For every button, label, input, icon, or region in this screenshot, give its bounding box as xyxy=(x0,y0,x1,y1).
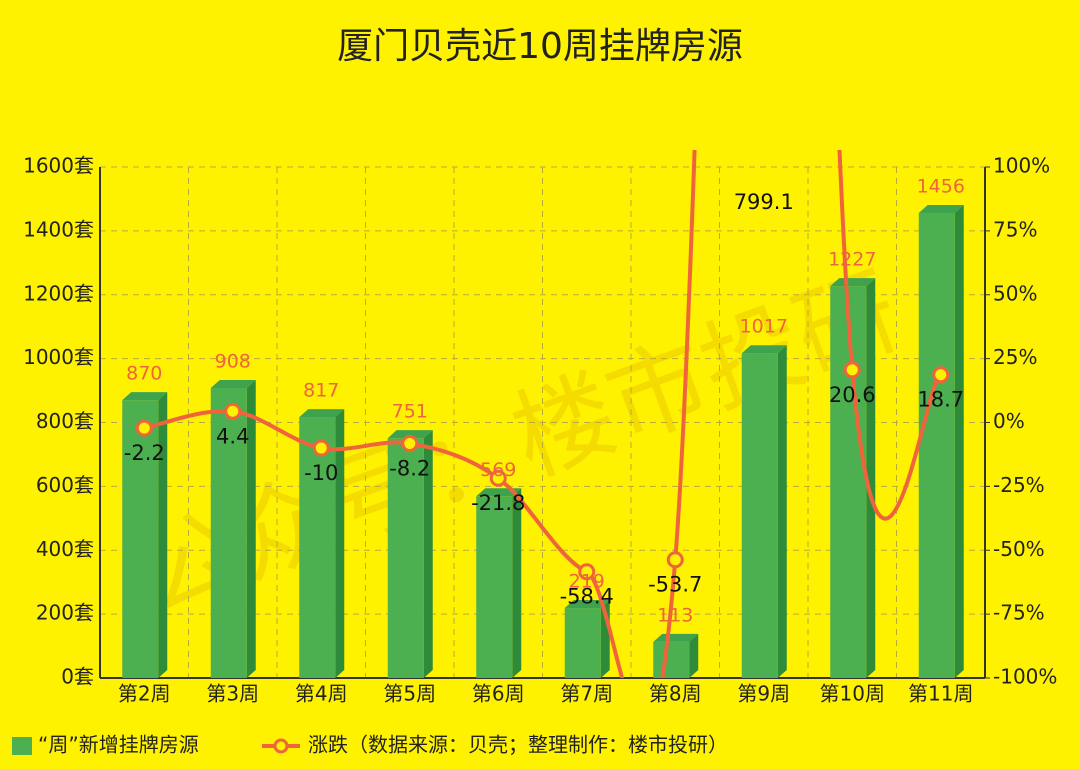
y2-tick-label: 100% xyxy=(993,154,1050,178)
y-tick-label: 400套 xyxy=(36,537,94,561)
line-point xyxy=(312,439,330,457)
line-value-label: 20.6 xyxy=(829,383,876,407)
line-point xyxy=(932,366,950,384)
bar xyxy=(476,496,513,678)
bar-top xyxy=(653,633,699,642)
bar-value-label: 1227 xyxy=(828,249,876,271)
bar-side xyxy=(954,204,964,679)
x-tick-label: 第7周 xyxy=(560,682,613,706)
bar-top xyxy=(564,600,610,609)
line-point xyxy=(401,434,419,452)
labels: 870 908 817 751 569 219 113 1017 1227 1456 -2.2 4.4… xyxy=(12,175,965,757)
legend-swatch xyxy=(12,737,32,755)
bar-top xyxy=(741,345,787,354)
legend-label: “周”新增挂牌房源 xyxy=(38,733,199,757)
bar-side xyxy=(158,392,168,678)
bar-value-label: 1017 xyxy=(740,316,788,338)
bar-side xyxy=(777,345,787,678)
y-tick-label: 1400套 xyxy=(23,217,94,241)
bar-top xyxy=(122,392,168,401)
y2-tick-label: 25% xyxy=(993,345,1037,369)
line-layer xyxy=(135,150,950,678)
bar xyxy=(741,353,778,678)
bar-side xyxy=(335,409,345,678)
bar xyxy=(830,286,867,678)
bar xyxy=(564,608,601,678)
x-tick-label: 第11周 xyxy=(908,682,973,706)
chart-title: 厦门贝壳近10周挂牌房源 xyxy=(337,26,743,67)
y-tick-label: 1200套 xyxy=(23,281,94,305)
x-tick-label: 第8周 xyxy=(649,682,702,706)
line-value-label: -2.2 xyxy=(124,441,165,465)
line-value-label: -8.2 xyxy=(389,456,430,480)
bar-side xyxy=(689,633,699,678)
bars xyxy=(122,204,964,679)
legend-label: 涨跌（数据来源：贝壳；整理制作：楼市投研） xyxy=(308,733,728,757)
bar-value-label: 870 xyxy=(126,363,162,385)
bar-side xyxy=(246,380,256,678)
line-value-label: -21.8 xyxy=(471,491,525,515)
line-point xyxy=(135,419,153,437)
bar-value-label: 817 xyxy=(303,380,339,402)
bar-top xyxy=(299,409,345,418)
x-tick-label: 第2周 xyxy=(118,682,171,706)
line-value-label: 18.7 xyxy=(917,388,964,412)
y2-tick-label: 50% xyxy=(993,281,1037,305)
bar xyxy=(122,400,159,678)
y2-tick-label: -75% xyxy=(993,601,1045,625)
x-tick-label: 第10周 xyxy=(820,682,885,706)
y-tick-label: 0套 xyxy=(61,665,94,689)
bar-side xyxy=(866,278,876,678)
bar xyxy=(387,438,424,678)
bar-value-label: 219 xyxy=(569,571,605,593)
bar-top xyxy=(918,204,964,213)
bar-value-label: 1456 xyxy=(917,175,965,197)
line-point xyxy=(224,402,242,420)
bar-top xyxy=(387,430,433,439)
bar-side xyxy=(423,430,433,678)
bar-side xyxy=(512,488,522,678)
bar-value-label: 113 xyxy=(657,604,693,626)
x-tick-label: 第3周 xyxy=(206,682,259,706)
line-point xyxy=(578,563,596,581)
bar xyxy=(210,388,247,678)
y-tick-label: 1600套 xyxy=(23,154,94,178)
x-tick-label: 第6周 xyxy=(472,682,525,706)
bar xyxy=(653,641,690,678)
bar-value-label: 569 xyxy=(480,459,516,481)
x-tick-label: 第4周 xyxy=(295,682,348,706)
y-tick-label: 800套 xyxy=(36,409,94,433)
x-tick-label: 第9周 xyxy=(737,682,790,706)
line-value-label: -58.4 xyxy=(560,585,614,609)
bar-top xyxy=(210,380,256,389)
line-point xyxy=(489,469,507,487)
x-tick-label: 第5周 xyxy=(383,682,436,706)
line-point xyxy=(666,551,684,569)
bar-value-label: 751 xyxy=(392,401,428,423)
y2-tick-label: 0% xyxy=(993,409,1025,433)
line-value-label: -53.7 xyxy=(648,573,702,597)
line-value-label: 799.1 xyxy=(734,190,794,214)
y2-tick-label: -25% xyxy=(993,473,1045,497)
bar xyxy=(918,212,955,679)
y-tick-label: 200套 xyxy=(36,601,94,625)
bar xyxy=(299,417,336,678)
y2-tick-label: 75% xyxy=(993,217,1037,241)
y2-tick-label: -50% xyxy=(993,537,1045,561)
y-tick-label: 600套 xyxy=(36,473,94,497)
bar-value-label: 908 xyxy=(215,351,251,373)
line-value-label: -10 xyxy=(304,461,338,485)
legend-marker xyxy=(273,738,289,754)
line-value-label: 4.4 xyxy=(216,424,249,448)
y2-tick-label: -100% xyxy=(993,665,1057,689)
bar-top xyxy=(830,278,876,287)
y-tick-label: 1000套 xyxy=(23,345,94,369)
line-point xyxy=(843,361,861,379)
